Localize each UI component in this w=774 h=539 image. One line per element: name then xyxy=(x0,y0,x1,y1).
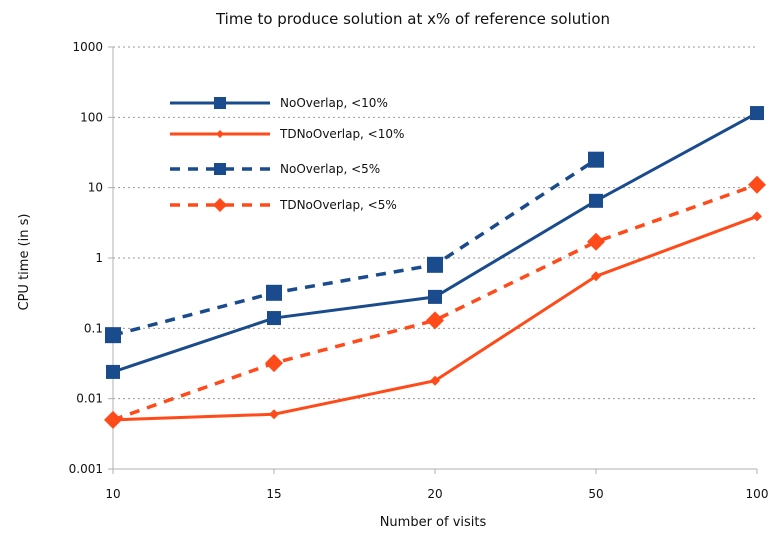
x-tick-label: 15 xyxy=(266,487,281,501)
x-tick-label: 50 xyxy=(588,487,603,501)
legend-label: TDNoOverlap, <10% xyxy=(279,127,404,141)
data-point-square xyxy=(105,327,121,344)
data-point-square xyxy=(214,163,226,175)
x-tick-label: 20 xyxy=(427,487,442,501)
data-point-diamond xyxy=(265,354,283,373)
x-tick-label: 100 xyxy=(746,487,769,501)
y-tick-label: 0.1 xyxy=(84,321,103,335)
data-point-square xyxy=(106,364,120,379)
series-line xyxy=(112,183,758,422)
data-point-square xyxy=(266,284,282,301)
x-tick-labels: 10 15 20 50 100 xyxy=(105,487,768,501)
legend-label: TDNoOverlap, <5% xyxy=(279,198,397,212)
y-tick-label: 0.01 xyxy=(76,392,103,406)
x-tick-label: 10 xyxy=(105,487,120,501)
data-point-square xyxy=(214,97,226,109)
data-point-diamond xyxy=(430,375,440,386)
axes xyxy=(108,46,758,474)
legend-item: TDNoOverlap, <10% xyxy=(170,127,404,141)
grid xyxy=(113,46,757,400)
data-point-square xyxy=(267,311,281,326)
data-point-square xyxy=(589,193,603,208)
data-point-diamond xyxy=(104,410,122,429)
legend: NoOverlap, <10% TDNoOverlap, <10% NoOverla… xyxy=(170,96,404,212)
data-point-diamond xyxy=(213,198,227,212)
data-point-diamond xyxy=(216,130,224,138)
data-point-square xyxy=(427,256,443,273)
y-tick-label: 1000 xyxy=(72,40,103,54)
y-tick-label: 100 xyxy=(80,110,103,124)
legend-item: TDNoOverlap, <5% xyxy=(170,198,397,212)
legend-item: NoOverlap, <10% xyxy=(170,96,388,110)
series-group xyxy=(104,106,766,429)
data-point-diamond xyxy=(748,175,766,194)
data-point-square xyxy=(588,151,604,168)
series-4 xyxy=(104,175,766,429)
data-point-square xyxy=(750,106,764,121)
y-axis-label: CPU time (in s) xyxy=(17,214,32,311)
series-line xyxy=(112,111,758,374)
data-point-square xyxy=(428,289,442,304)
y-tick-label: 0.001 xyxy=(69,462,103,476)
x-axis-label: Number of visits xyxy=(380,515,487,530)
y-tick-labels: 1000 100 10 1 0.1 0.01 0.001 xyxy=(69,40,103,476)
chart-title: Time to produce solution at x% of refere… xyxy=(215,10,610,28)
data-point-diamond xyxy=(587,232,605,251)
data-point-diamond xyxy=(591,271,601,282)
y-tick-label: 10 xyxy=(88,181,103,195)
series-3 xyxy=(105,151,604,344)
data-point-diamond xyxy=(269,409,279,420)
y-tick-label: 1 xyxy=(95,251,103,265)
legend-item: NoOverlap, <5% xyxy=(170,162,380,176)
legend-label: NoOverlap, <5% xyxy=(280,162,380,176)
legend-label: NoOverlap, <10% xyxy=(280,96,388,110)
series-1 xyxy=(106,106,764,379)
data-point-diamond xyxy=(752,211,762,222)
data-point-diamond xyxy=(426,311,444,330)
